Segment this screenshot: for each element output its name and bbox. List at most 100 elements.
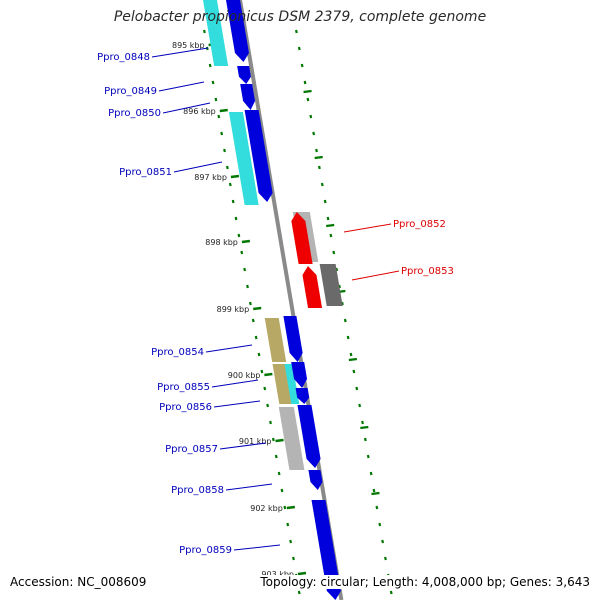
tick-mark — [253, 306, 262, 311]
feature-ppro-0855-cds[interactable] — [284, 364, 300, 404]
rail-dot — [303, 80, 307, 85]
gene-label-ppro-0848[interactable]: Ppro_0848 — [97, 52, 150, 63]
label-leader-line — [162, 102, 211, 114]
rail-dot — [389, 590, 393, 595]
rail-dot — [300, 63, 304, 68]
feature-ppro-0853-cds[interactable] — [319, 264, 343, 306]
label-leader-line — [173, 161, 223, 173]
rail-dot — [369, 471, 373, 476]
feature-ppro-0848-gene[interactable] — [226, 0, 249, 62]
rail-dot — [234, 216, 238, 221]
rail-dash — [360, 425, 369, 430]
rail-dot — [343, 318, 347, 323]
gene-label-ppro-0858[interactable]: Ppro_0858 — [171, 485, 224, 496]
rail-dot — [286, 522, 290, 527]
rail-dot — [315, 148, 318, 153]
rail-dot — [326, 216, 330, 221]
rail-dot — [372, 488, 376, 493]
rail-dot — [332, 250, 336, 255]
feature-ppro-0855-pseudo[interactable] — [272, 364, 293, 404]
rail-dot — [243, 267, 247, 272]
gene-label-ppro-0857[interactable]: Ppro_0857 — [165, 444, 218, 455]
gene-label-ppro-0849[interactable]: Ppro_0849 — [104, 86, 157, 97]
gene-label-ppro-0851[interactable]: Ppro_0851 — [119, 167, 172, 178]
rail-dot — [225, 165, 229, 170]
label-leader-line — [225, 483, 273, 491]
rail-dot — [211, 80, 215, 85]
tick-mark — [219, 108, 228, 113]
rail-dot — [254, 335, 258, 340]
rail-dot — [306, 97, 310, 102]
gene-label-ppro-0856[interactable]: Ppro_0856 — [159, 402, 212, 413]
rail-dot — [237, 233, 241, 238]
rail-dot — [289, 539, 293, 544]
label-leader-line — [219, 442, 267, 450]
tick-mark — [297, 571, 307, 576]
feature-ppro-0857-cds[interactable] — [278, 407, 305, 470]
feature-ppro-0855-gene[interactable] — [291, 362, 308, 388]
feature-ppro-0853-gene[interactable] — [302, 266, 323, 308]
rail-dot — [329, 233, 333, 238]
feature-ppro-0856-gene[interactable] — [295, 388, 310, 404]
feature-ppro-0851-cds[interactable] — [228, 112, 259, 205]
feature-ppro-0849-gene[interactable] — [237, 66, 251, 84]
label-leader-line — [211, 379, 259, 388]
label-leader-line — [233, 544, 281, 551]
feature-ppro-0854-pseudo[interactable] — [264, 318, 287, 362]
feature-ppro-0857-gene[interactable] — [297, 405, 321, 468]
feature-ppro-0848-cds[interactable] — [203, 0, 229, 66]
tick-label: 902 kbp — [250, 504, 283, 513]
feature-ppro-0852-gene[interactable] — [291, 212, 313, 264]
label-leader-line — [158, 81, 205, 92]
rail-dash — [348, 357, 357, 362]
rail-dot — [352, 369, 356, 374]
rail-dot — [260, 369, 264, 374]
rail-dot — [257, 352, 261, 357]
rail-dot — [263, 386, 267, 391]
tick-label: 896 kbp — [183, 107, 216, 116]
gene-label-ppro-0859[interactable]: Ppro_0859 — [179, 545, 232, 556]
label-leader-line — [351, 270, 400, 281]
rail-dot — [358, 403, 362, 408]
rail-dot — [366, 454, 370, 459]
rail-dot — [202, 29, 206, 34]
rail-dot — [317, 165, 321, 170]
gene-label-ppro-0853[interactable]: Ppro_0853 — [401, 266, 454, 277]
feature-ppro-0854-gene[interactable] — [283, 316, 303, 362]
tick-label: 901 kbp — [239, 437, 272, 446]
rail-dot — [231, 199, 235, 204]
gene-label-ppro-0855[interactable]: Ppro_0855 — [157, 382, 210, 393]
tick-mark — [230, 174, 240, 179]
rail-dot — [269, 420, 272, 425]
feature-ppro-0858-gene[interactable] — [308, 470, 323, 490]
rail-dot — [384, 556, 387, 561]
rail-dot — [312, 131, 316, 136]
rail-dash — [303, 89, 312, 94]
rail-dot — [220, 131, 224, 136]
tick-mark — [241, 239, 251, 244]
label-leader-line — [151, 47, 209, 58]
feature-ppro-0850-gene[interactable] — [240, 84, 256, 110]
rail-dot — [381, 539, 385, 544]
gene-label-ppro-0850[interactable]: Ppro_0850 — [108, 108, 161, 119]
tick-label: 899 kbp — [217, 305, 250, 314]
rail-dot — [246, 284, 249, 289]
label-leader-line — [343, 223, 392, 233]
tick-mark — [286, 505, 296, 510]
genome-title: Pelobacter propionicus DSM 2379, complet… — [113, 9, 487, 25]
rail-dash — [314, 155, 323, 160]
rail-dot — [280, 488, 284, 493]
rail-dot — [378, 522, 382, 527]
feature-ppro-0851-gene[interactable] — [244, 110, 273, 202]
rail-dot — [223, 148, 226, 153]
rail-dot — [240, 250, 244, 255]
rail-dot — [251, 318, 255, 323]
gene-label-ppro-0852[interactable]: Ppro_0852 — [393, 219, 446, 230]
genome-summary-text: Topology: circular; Length: 4,008,000 bp… — [259, 575, 591, 589]
tick-label: 900 kbp — [228, 371, 261, 380]
gene-label-ppro-0854[interactable]: Ppro_0854 — [151, 347, 204, 358]
rail-dot — [375, 505, 379, 510]
rail-dot — [340, 301, 344, 306]
